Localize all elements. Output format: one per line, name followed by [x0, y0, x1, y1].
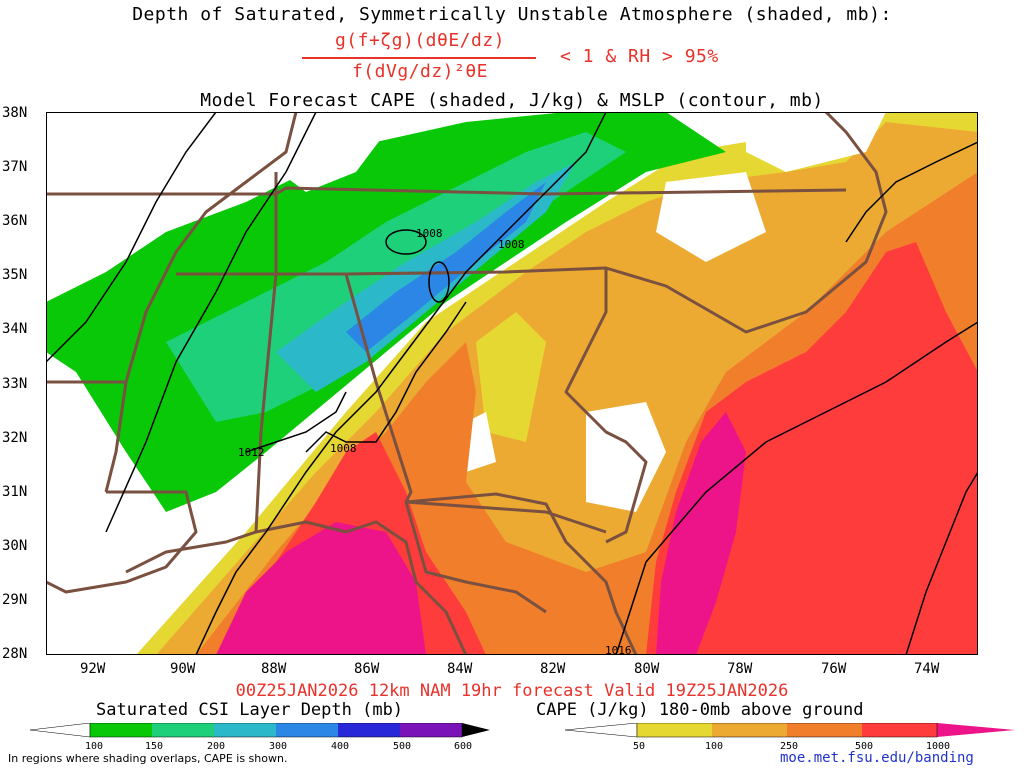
cape-tick: 1000 — [926, 741, 950, 752]
formula-numerator: g(f+ζg)(dθE/dz) — [334, 30, 506, 51]
lon-label: 90W — [170, 661, 196, 677]
formula-fraction-bar — [302, 57, 536, 59]
cape-bin — [862, 723, 937, 737]
weather-map: 1008 1008 1012 1008 1016 — [46, 112, 978, 655]
mslp-contours — [46, 112, 978, 655]
csi-tick: 200 — [207, 741, 225, 752]
contour-label: 1008 — [330, 442, 357, 455]
lon-label: 76W — [821, 661, 847, 677]
title-line3: Model Forecast CAPE (shaded, J/kg) & MSL… — [200, 90, 824, 111]
cape-bin — [787, 723, 862, 737]
lon-label: 82W — [540, 661, 566, 677]
cape-bin — [637, 723, 712, 737]
lon-label: 74W — [914, 661, 940, 677]
lon-label: 88W — [261, 661, 287, 677]
cape-gap — [476, 312, 546, 442]
csi-bin — [214, 723, 276, 737]
csi-bin-highest — [462, 723, 490, 737]
formula-denominator: f(dVg/dz)²θE — [351, 61, 489, 82]
csi-bin — [276, 723, 338, 737]
cape-region-1000 — [656, 412, 746, 655]
lon-label: 92W — [80, 661, 106, 677]
lat-label: 32N — [2, 430, 28, 446]
contour-label-group: 1008 1008 1012 1008 1016 — [238, 227, 632, 655]
csi-colorbar-title: Saturated CSI Layer Depth (mb) — [96, 700, 404, 720]
state-borders — [46, 112, 888, 655]
cape-tick: 250 — [780, 741, 798, 752]
cape-region-1000 — [216, 522, 426, 655]
csi-tick: 100 — [85, 741, 103, 752]
contour-label: 1008 — [498, 238, 525, 251]
lon-label: 84W — [447, 661, 473, 677]
csi-tick: 500 — [393, 741, 411, 752]
contour-label: 1012 — [238, 446, 265, 459]
csi-bin — [338, 723, 400, 737]
csi-bin — [400, 723, 462, 737]
lat-label: 36N — [2, 213, 28, 229]
cape-tick: 500 — [855, 741, 873, 752]
white-patch — [266, 112, 386, 192]
source-link[interactable]: moe.met.fsu.edu/banding — [780, 750, 974, 766]
white-patch — [46, 112, 246, 262]
lon-label: 86W — [354, 661, 380, 677]
lat-label: 28N — [2, 646, 28, 662]
cape-gap — [586, 402, 666, 512]
title-line1: Depth of Saturated, Symmetrically Unstab… — [132, 4, 892, 25]
white-patch — [656, 172, 766, 262]
csi-bin — [152, 723, 214, 737]
lat-label: 29N — [2, 592, 28, 608]
csi-tick: 400 — [331, 741, 349, 752]
csi-colorbar: 100 150 200 300 400 500 600 — [30, 723, 490, 752]
footer-note: In regions where shading overlaps, CAPE … — [8, 752, 288, 765]
valid-time-line: 00Z25JAN2026 12km NAM 19hr forecast Vali… — [235, 681, 789, 701]
contour-label: 1008 — [416, 227, 443, 240]
cape-colorbar: 50 100 250 500 1000 — [565, 723, 1015, 752]
lat-label: 35N — [2, 267, 28, 283]
cape-bin-highest — [937, 723, 1015, 737]
csi-bin-lowest — [30, 723, 91, 738]
contour-label: 1016 — [605, 644, 632, 655]
cape-tick: 50 — [633, 741, 645, 752]
cape-bin — [712, 723, 787, 737]
csi-tick: 300 — [269, 741, 287, 752]
lat-label: 38N — [2, 105, 28, 121]
lon-label: 80W — [634, 661, 660, 677]
lat-label: 31N — [2, 484, 28, 500]
csi-tick: 600 — [454, 741, 472, 752]
lat-label: 37N — [2, 159, 28, 175]
lat-label: 34N — [2, 321, 28, 337]
lon-label: 78W — [727, 661, 753, 677]
cape-bin-lowest — [565, 723, 638, 738]
cape-colorbar-title: CAPE (J/kg) 180-0mb above ground — [536, 700, 864, 720]
csi-tick: 150 — [145, 741, 163, 752]
formula-condition: < 1 & RH > 95% — [560, 46, 719, 67]
cape-tick: 100 — [705, 741, 723, 752]
white-patch — [746, 112, 886, 172]
lat-label: 33N — [2, 376, 28, 392]
lat-label: 30N — [2, 538, 28, 554]
map-frame — [46, 112, 978, 655]
csi-bin — [90, 723, 152, 737]
